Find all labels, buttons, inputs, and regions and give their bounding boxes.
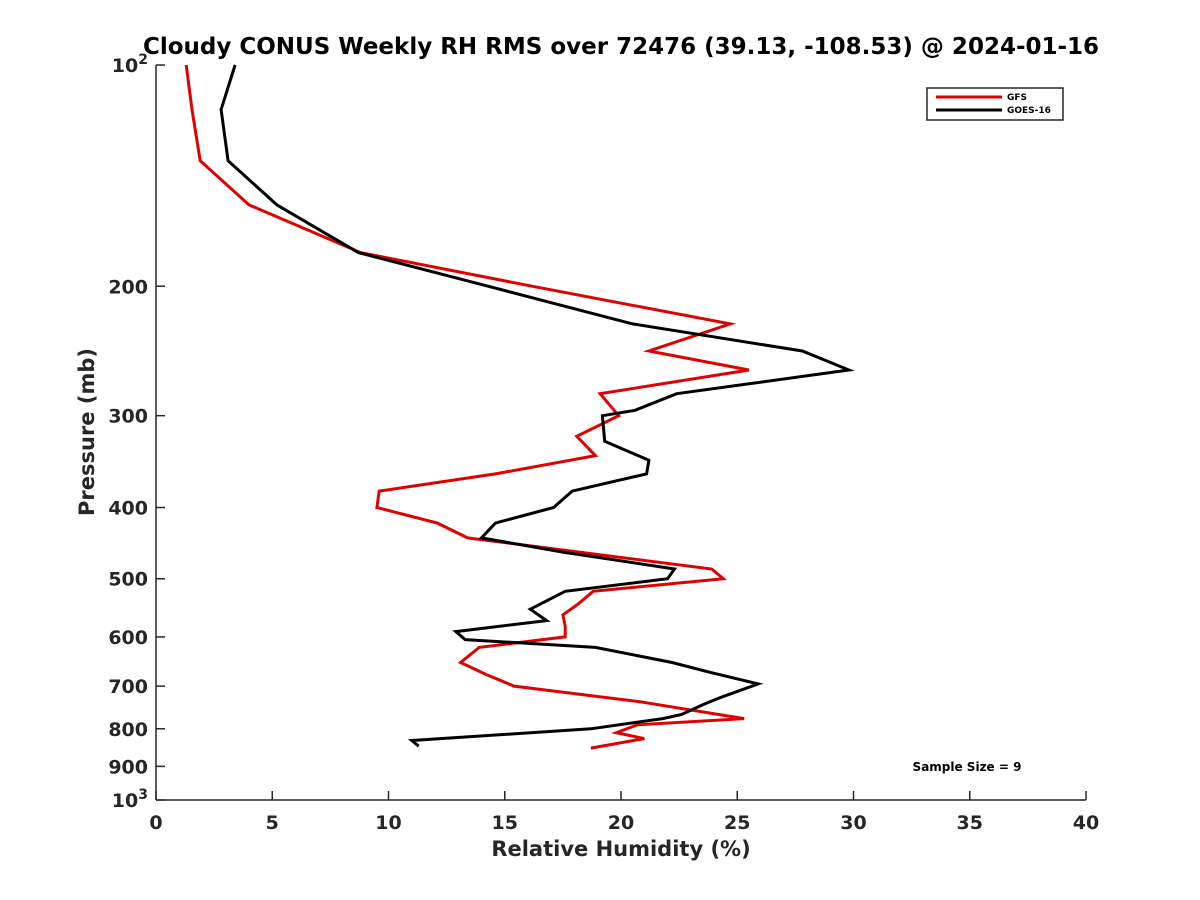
legend-label-goes-16: GOES-16 [1007, 106, 1051, 116]
x-tick-label: 35 [957, 812, 983, 834]
legend-box [926, 87, 1064, 121]
x-tick-label: 30 [840, 812, 866, 834]
axes [155, 65, 1086, 801]
x-tick-label: 0 [149, 812, 162, 834]
y-tick-label: 500 [108, 569, 148, 591]
y-tick-label: 300 [108, 406, 148, 428]
legend: GFS GOES-16 [926, 87, 1064, 121]
x-tick-label: 15 [492, 812, 518, 834]
y-tick-label: 400 [108, 498, 148, 520]
x-tick-label: 25 [724, 812, 750, 834]
x-axis-label: Relative Humidity (%) [491, 837, 750, 861]
chart-title: Cloudy CONUS Weekly RH RMS over 72476 (3… [143, 34, 1099, 60]
y-tick-label: 600 [108, 627, 148, 649]
series-line-goes-16 [219, 64, 855, 748]
x-tick-label: 20 [608, 812, 634, 834]
y-tick-label: 103 [112, 787, 148, 812]
y-tick-label: 800 [108, 719, 148, 741]
y-tick-label: 900 [108, 756, 148, 778]
y-tick-label: 102 [112, 52, 148, 77]
series-line-gfs [184, 64, 750, 750]
legend-label-gfs: GFS [1007, 93, 1027, 103]
sample-size-annotation: Sample Size = 9 [913, 760, 1022, 774]
y-tick-label: 200 [108, 276, 148, 298]
x-tick-label: 10 [375, 812, 401, 834]
x-tick-label: 40 [1073, 812, 1099, 834]
series-layer [184, 64, 855, 750]
x-tick-label: 5 [266, 812, 279, 834]
y-axis-label: Pressure (mb) [75, 348, 99, 516]
tick-labels: 0 5 10 15 20 25 30 35 40 102 200 300 400 500 600 700 800… [108, 52, 1099, 834]
y-tick-label: 700 [108, 676, 148, 698]
